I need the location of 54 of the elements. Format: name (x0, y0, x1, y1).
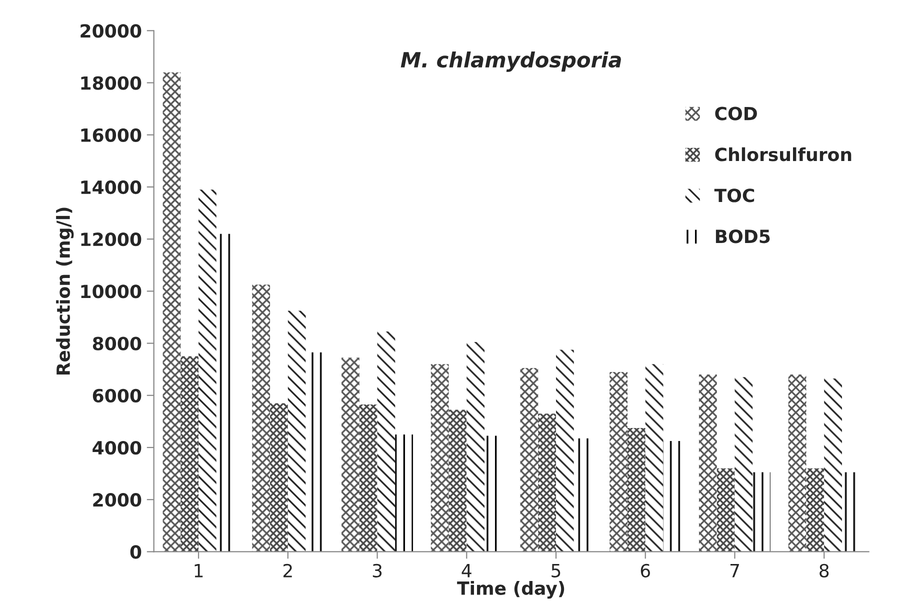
bar (716, 468, 735, 552)
legend-label: TOC (714, 188, 754, 202)
text: M. chlamydosporia (400, 51, 621, 72)
bar (734, 377, 753, 552)
y-tick-label: 10000 (81, 284, 142, 298)
bar (288, 310, 306, 552)
x-axis-title: Time (day) (457, 580, 564, 599)
y-tick-label: 18000 (81, 76, 142, 90)
bar (359, 404, 378, 552)
bar (395, 434, 414, 552)
bar (610, 372, 628, 552)
x-tick-label: 3 (372, 564, 382, 578)
bar (252, 284, 270, 552)
bar (538, 414, 556, 552)
legend-label: Chlorsulfuron (715, 147, 852, 162)
bar (306, 352, 324, 552)
y-tick-label: 8000 (92, 336, 142, 350)
bar (752, 472, 770, 552)
bar (806, 468, 824, 552)
x-tick-label: 1 (194, 564, 203, 578)
bar (663, 440, 682, 552)
x-tick-label: 6 (640, 564, 650, 578)
x-tick-label: 4 (462, 564, 472, 578)
y-tick-label: 4000 (92, 440, 142, 455)
x-tick-label: 8 (820, 564, 829, 578)
bar (466, 342, 485, 552)
y-tick-label: 12000 (81, 232, 142, 246)
y-tick-label: 14000 (81, 180, 142, 194)
bar (824, 378, 842, 552)
bar (556, 350, 574, 552)
bar (788, 374, 806, 552)
legend-label: BOD5 (716, 230, 770, 244)
bar (198, 190, 216, 552)
x-tick-label: 7 (730, 564, 739, 578)
y-tick-label: 16000 (81, 128, 142, 142)
y-axis-title: Reduction (mg/l) (56, 208, 74, 375)
y-tick-label: 20000 (80, 24, 142, 38)
bar (270, 403, 288, 552)
bar (448, 410, 467, 552)
bar (520, 368, 538, 552)
x-tick-label: 5 (552, 564, 560, 578)
bar (342, 358, 360, 552)
bar (645, 364, 664, 552)
x-tick-label: 2 (283, 564, 292, 578)
y-tick-label: 2000 (93, 493, 142, 507)
bar (430, 364, 449, 552)
bar (162, 72, 181, 552)
bar (377, 332, 396, 552)
y-tick-label: 6000 (92, 388, 142, 402)
legend-label: COD (715, 106, 757, 120)
bar (628, 428, 646, 552)
bar (180, 356, 199, 552)
y-tick-label: 0 (130, 545, 142, 559)
bar (699, 374, 717, 552)
